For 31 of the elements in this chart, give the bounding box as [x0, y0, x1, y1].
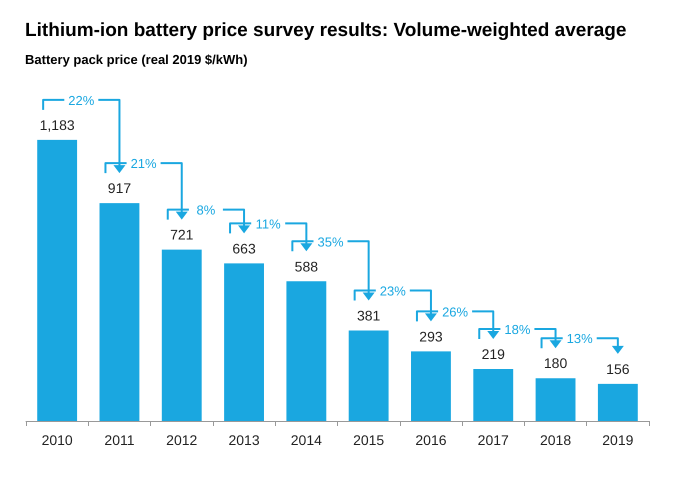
x-tick-label: 2013 [228, 432, 260, 448]
annotation: 13% [566, 331, 594, 346]
chart-subtitle: Battery pack price (real 2019 $/kWh) [25, 52, 248, 67]
data-label: 180 [544, 355, 568, 372]
annotation: 18% [504, 322, 531, 337]
annotation: 8% [196, 202, 216, 218]
annotation: 11% [256, 216, 282, 232]
data-label: 219 [482, 346, 506, 362]
data-label: 381 [356, 307, 381, 324]
annotation: 26% [442, 304, 469, 320]
x-tick-label: 2019 [602, 432, 634, 448]
annotation: 23% [380, 283, 406, 298]
data-label: 917 [108, 180, 132, 196]
data-label: 588 [294, 258, 318, 274]
x-tick-label: 2010 [42, 432, 73, 448]
x-tick-label: 2016 [415, 432, 447, 448]
data-label: 721 [170, 226, 194, 243]
annotation: 35% [317, 234, 344, 250]
x-tick-label: 2011 [104, 432, 135, 448]
chart-title: Lithium-ion battery price survey results: Volume-weighted average [25, 20, 626, 41]
data-label: 293 [419, 328, 443, 344]
data-label: 663 [232, 240, 256, 256]
x-tick-label: 2015 [353, 432, 384, 448]
text: 22% [68, 92, 95, 108]
annotation: 21% [130, 156, 158, 172]
x-tick-label: 2017 [478, 432, 510, 448]
x-tick-label: 2014 [290, 432, 322, 448]
data-label: 156 [606, 360, 630, 377]
x-tick-label: 2012 [166, 432, 198, 448]
data-label: 1,183 [40, 116, 75, 133]
x-tick-label: 2018 [540, 432, 572, 448]
